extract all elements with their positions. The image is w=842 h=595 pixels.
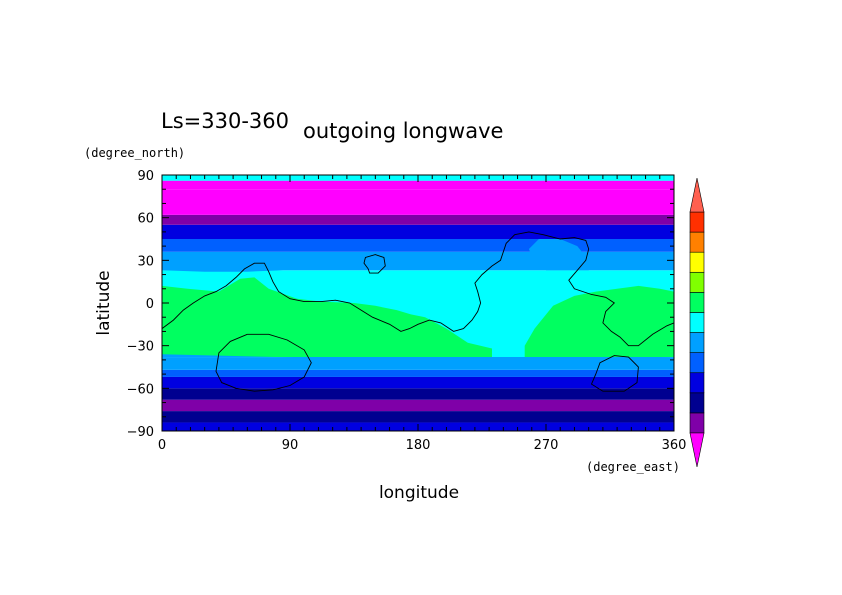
contour-lines	[162, 231, 674, 392]
contour-line	[363, 254, 386, 274]
lat-band	[162, 411, 674, 423]
colorbar-segment	[689, 251, 705, 273]
x-tick-label: 180	[406, 438, 431, 453]
filled-region	[528, 239, 589, 271]
filled-region	[162, 277, 492, 357]
lat-band	[162, 388, 674, 400]
y-tick-label: 90	[137, 169, 154, 184]
lat-band	[162, 224, 674, 239]
lat-band	[162, 251, 674, 271]
colorbar-segment	[689, 211, 705, 233]
contour-line	[590, 355, 639, 392]
colorbar-segment	[689, 332, 705, 353]
contour-line	[162, 231, 674, 347]
x-tick-label: 270	[534, 438, 559, 453]
colorbar: 4080120160200	[689, 0, 739, 468]
colorbar-segment	[689, 231, 705, 253]
y-tick-label: −60	[127, 382, 154, 397]
colorbar-over-arrow	[689, 177, 705, 213]
lat-band	[162, 369, 674, 377]
x-axis-ticks: 0 90 180 270 360	[158, 175, 687, 453]
lat-band	[162, 239, 674, 252]
colorbar-tick-label: 160	[714, 0, 739, 4]
colorbar-tick-label: 200	[714, 0, 739, 4]
colorbar-segment	[689, 372, 705, 394]
colorbar-segment	[689, 312, 705, 333]
y-tick-label: −30	[127, 340, 154, 355]
x-axis-label: longitude	[379, 483, 459, 503]
colorbar-tick-label: 40	[714, 0, 731, 4]
lat-band	[162, 189, 674, 215]
lat-band	[162, 376, 674, 389]
colorbar-segment	[689, 392, 705, 414]
colorbar-tick-label: 80	[714, 0, 731, 4]
colorbar-segment	[689, 352, 705, 374]
y-unit-label: (degree_north)	[84, 146, 185, 160]
y-axis-label: latitude	[94, 270, 114, 335]
filled-region	[162, 354, 674, 360]
title-variable: outgoing longwave	[303, 119, 503, 143]
filled-regions	[162, 239, 674, 360]
colorbar-segment	[689, 412, 705, 434]
colorbar-segment	[689, 271, 705, 293]
x-tick-label: 90	[282, 438, 299, 453]
title-period: Ls=330-360	[161, 109, 289, 133]
lat-band	[162, 357, 674, 370]
y-axis-ticks: 90 60 30 0 −30 −60 −90	[127, 169, 674, 440]
lat-band	[162, 180, 674, 190]
y-tick-label: 0	[146, 297, 154, 312]
y-tick-label: 30	[137, 254, 154, 269]
x-unit-label: (degree_east)	[586, 460, 680, 474]
colorbar-tick-label: 120	[714, 0, 739, 4]
x-tick-label: 360	[662, 438, 687, 453]
y-tick-label: 60	[137, 212, 154, 227]
colorbar-under-arrow	[689, 432, 705, 468]
y-tick-label: −90	[127, 425, 154, 440]
plot-area	[162, 175, 674, 431]
filled-region	[524, 285, 674, 357]
filled-region	[162, 266, 283, 272]
lat-band	[162, 399, 674, 412]
colorbar-segment	[689, 292, 705, 313]
x-tick-label: 0	[158, 438, 166, 453]
contour-line	[215, 333, 312, 392]
lat-band	[162, 214, 674, 225]
